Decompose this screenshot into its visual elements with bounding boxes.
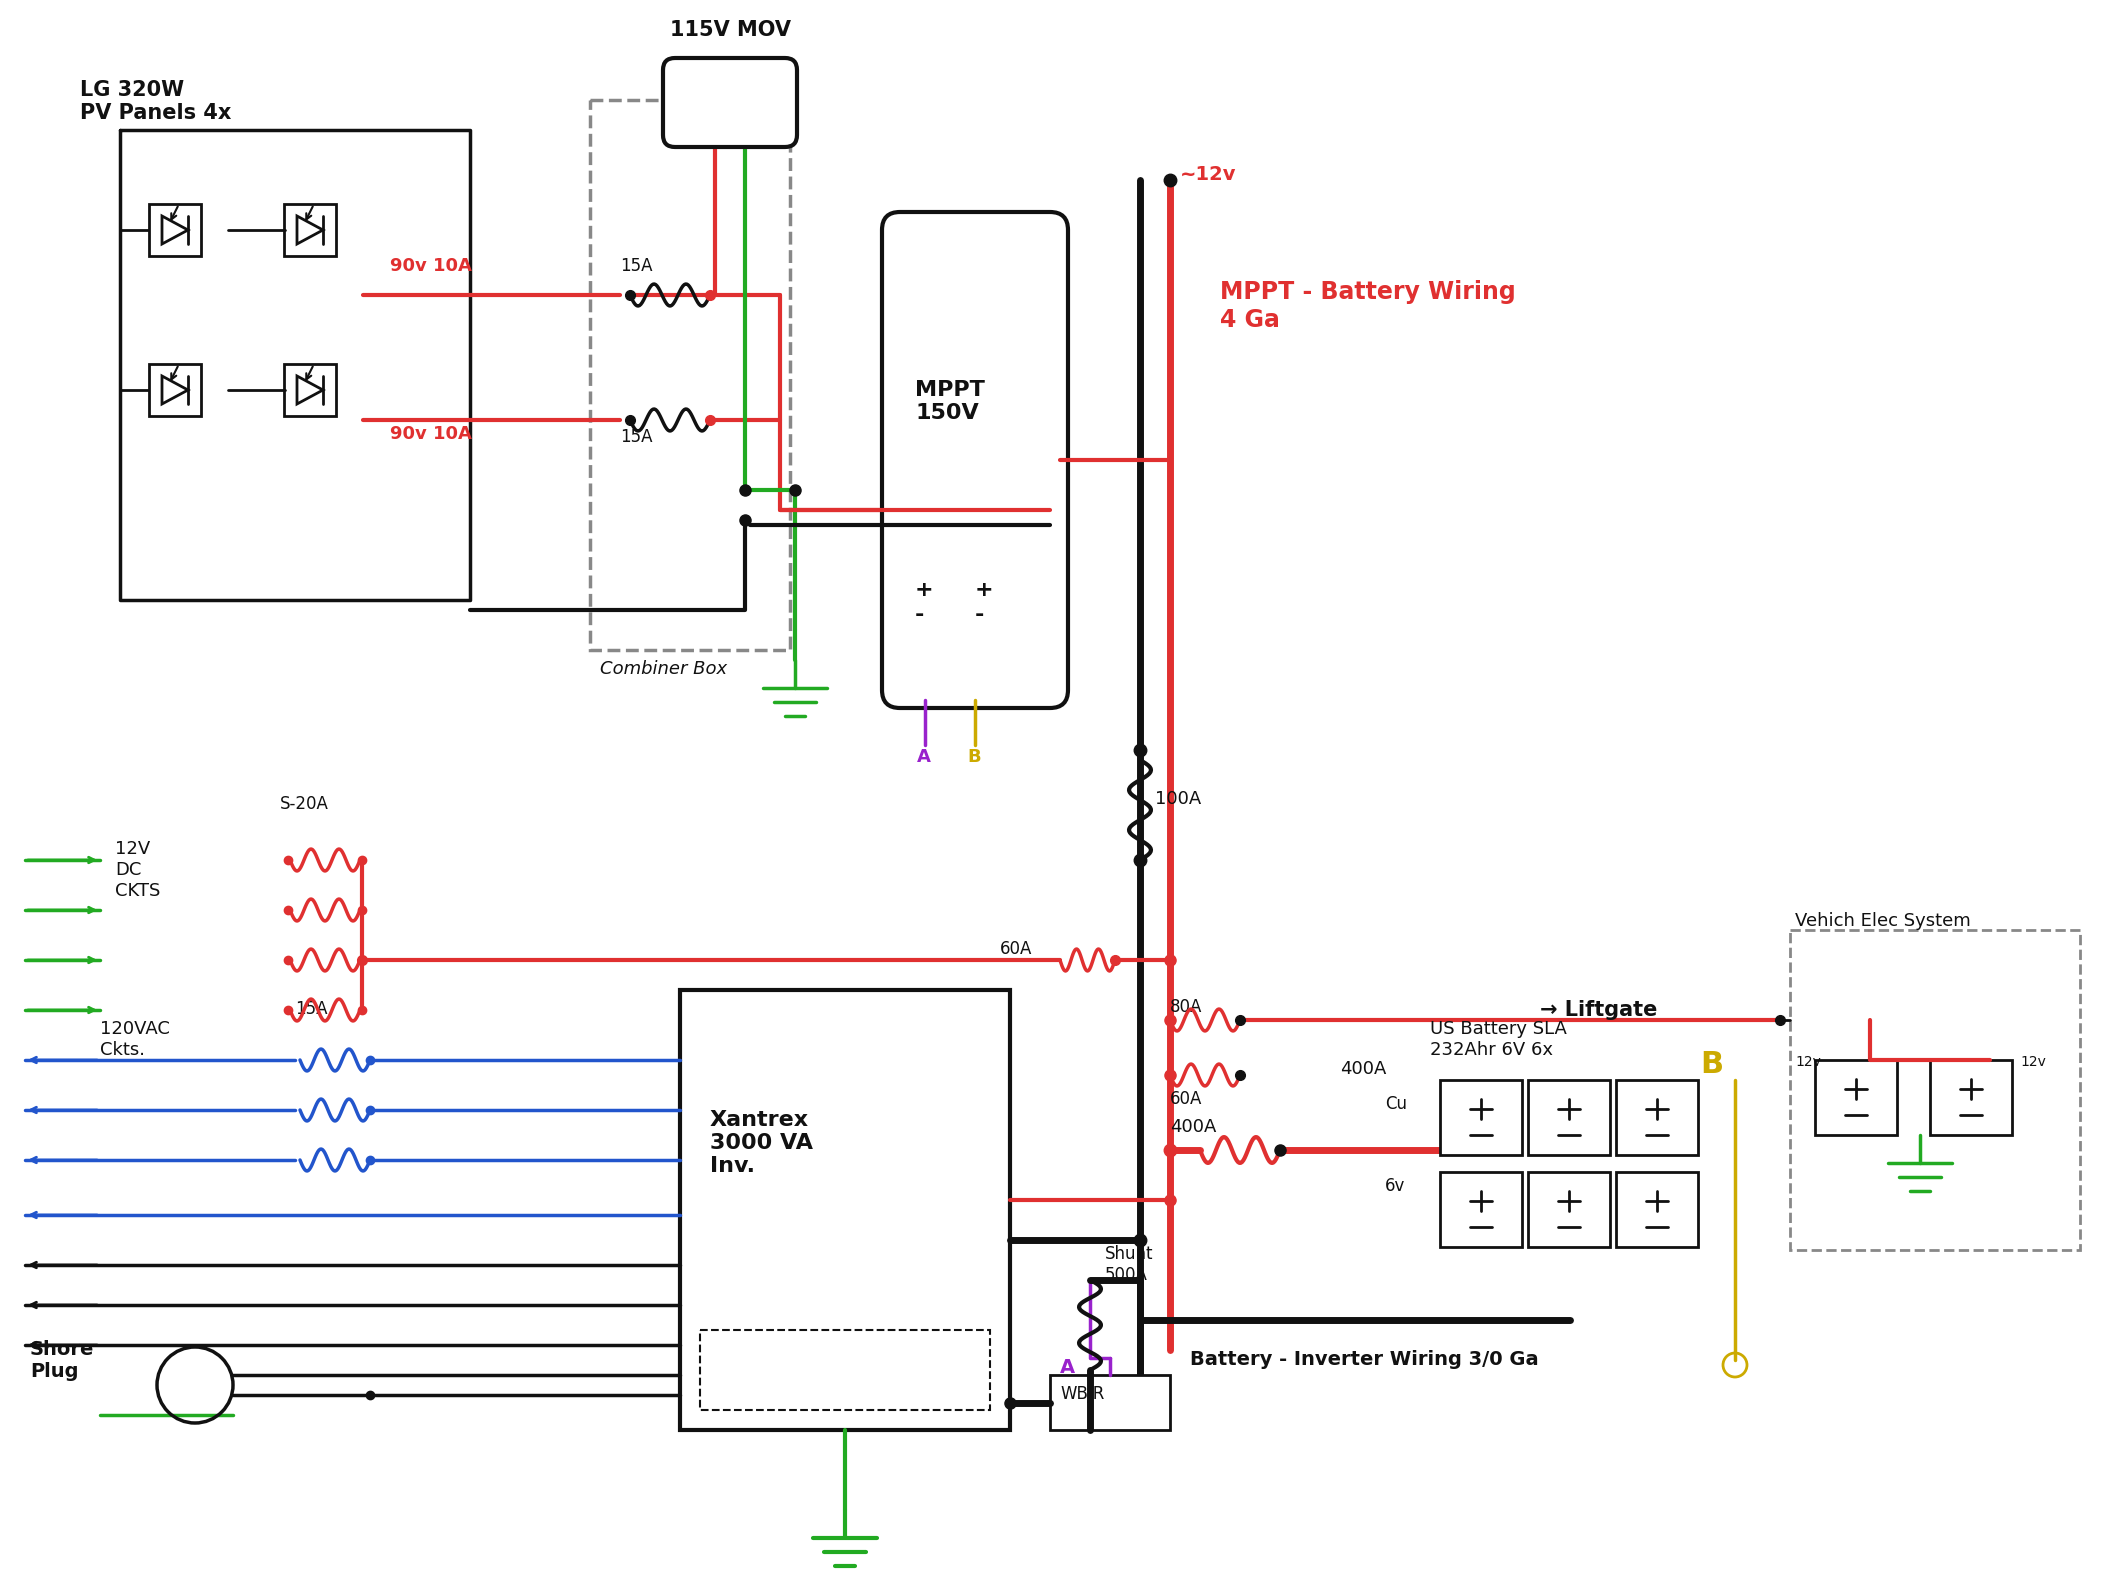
Text: 400A: 400A <box>1169 1117 1216 1136</box>
Text: 6v: 6v <box>1386 1178 1405 1195</box>
FancyBboxPatch shape <box>1441 1173 1523 1247</box>
Text: Battery - Inverter Wiring 3/0 Ga: Battery - Inverter Wiring 3/0 Ga <box>1190 1351 1539 1370</box>
Text: -: - <box>915 605 925 625</box>
FancyBboxPatch shape <box>1529 1081 1611 1155</box>
Text: B: B <box>967 747 980 767</box>
Text: A: A <box>1060 1358 1075 1378</box>
FancyBboxPatch shape <box>1049 1374 1169 1430</box>
Text: -: - <box>976 605 984 625</box>
FancyBboxPatch shape <box>881 213 1068 708</box>
Text: 90v 10A: 90v 10A <box>389 257 471 275</box>
FancyBboxPatch shape <box>1790 930 2080 1251</box>
FancyBboxPatch shape <box>284 363 336 416</box>
Text: 60A: 60A <box>1169 1090 1203 1108</box>
FancyBboxPatch shape <box>1529 1173 1611 1247</box>
FancyBboxPatch shape <box>1815 1060 1897 1135</box>
Text: 60A: 60A <box>1001 940 1033 959</box>
Text: B: B <box>1699 1051 1722 1079</box>
FancyBboxPatch shape <box>1615 1173 1697 1247</box>
Text: Shunt
500A: Shunt 500A <box>1104 1244 1155 1284</box>
Text: ~12v: ~12v <box>1180 165 1237 184</box>
Text: 12V
DC
CKTS: 12V DC CKTS <box>116 840 160 900</box>
Text: 120VAC
Ckts.: 120VAC Ckts. <box>101 1020 170 1059</box>
Text: 115V MOV: 115V MOV <box>671 21 791 40</box>
FancyBboxPatch shape <box>700 1330 991 1409</box>
FancyBboxPatch shape <box>591 100 791 651</box>
FancyBboxPatch shape <box>662 59 797 148</box>
Text: Combiner Box: Combiner Box <box>599 660 728 678</box>
FancyBboxPatch shape <box>679 990 1009 1430</box>
Text: Cu: Cu <box>1386 1095 1407 1112</box>
FancyBboxPatch shape <box>1441 1081 1523 1155</box>
Text: +: + <box>976 579 993 600</box>
Text: 100A: 100A <box>1155 790 1201 808</box>
Text: 400A: 400A <box>1340 1060 1386 1078</box>
Polygon shape <box>297 376 324 405</box>
Text: → Liftgate: → Liftgate <box>1539 1000 1657 1020</box>
FancyBboxPatch shape <box>284 205 336 256</box>
Text: 15A: 15A <box>620 257 652 275</box>
Text: MPPT - Battery Wiring
4 Ga: MPPT - Battery Wiring 4 Ga <box>1220 279 1516 332</box>
Polygon shape <box>162 216 187 244</box>
Text: A: A <box>917 747 932 767</box>
FancyBboxPatch shape <box>149 205 202 256</box>
Text: 12v: 12v <box>1796 1055 1821 1070</box>
Text: LG 320W
PV Panels 4x: LG 320W PV Panels 4x <box>80 79 231 124</box>
FancyBboxPatch shape <box>1615 1081 1697 1155</box>
Text: Shore
Plug: Shore Plug <box>29 1339 95 1381</box>
Text: 15A: 15A <box>294 1000 328 1017</box>
Text: +: + <box>915 579 934 600</box>
Text: S-20A: S-20A <box>280 795 328 813</box>
Text: 15A: 15A <box>620 428 652 446</box>
Text: 12v: 12v <box>2021 1055 2046 1070</box>
FancyBboxPatch shape <box>149 363 202 416</box>
Polygon shape <box>297 216 324 244</box>
Text: 80A: 80A <box>1169 998 1203 1016</box>
Text: Vehich Elec System: Vehich Elec System <box>1796 913 1971 930</box>
Text: Xantrex
3000 VA
Inv.: Xantrex 3000 VA Inv. <box>711 1109 814 1176</box>
Text: WBJR: WBJR <box>1060 1385 1104 1403</box>
FancyBboxPatch shape <box>1931 1060 2013 1135</box>
Text: 90v 10A: 90v 10A <box>389 425 471 443</box>
Polygon shape <box>162 376 187 405</box>
Text: MPPT
150V: MPPT 150V <box>915 379 984 424</box>
Text: US Battery SLA
232Ahr 6V 6x: US Battery SLA 232Ahr 6V 6x <box>1430 1020 1567 1059</box>
